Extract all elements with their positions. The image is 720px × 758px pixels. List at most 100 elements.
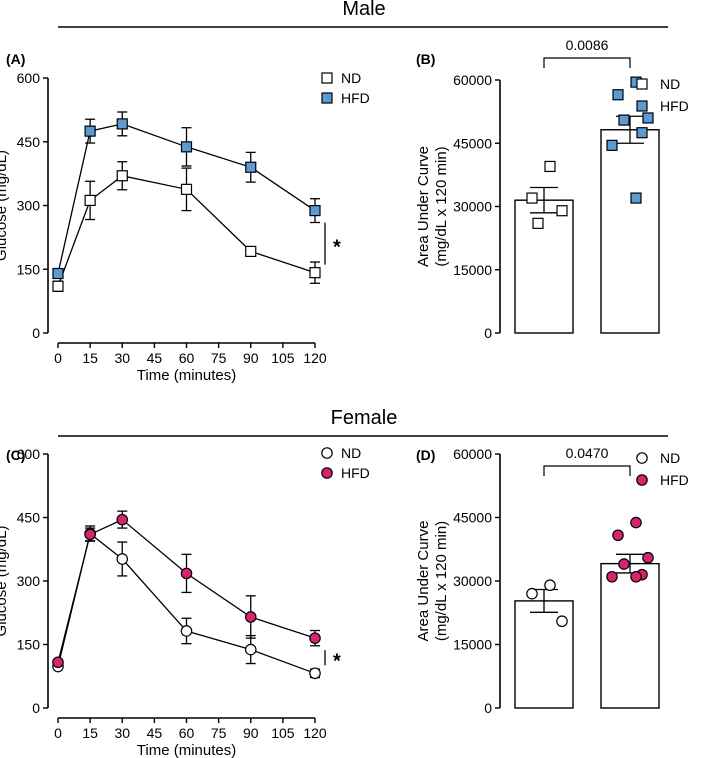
- chart-male-glucose: 0 150 300 450 600 0 15 30 45 60 75 90 105 120 Time (mi…: [0, 70, 370, 384]
- panel-b-y-axis-label: (mg/dL x 120 min): [433, 146, 450, 266]
- panel-b-y-tick-label: 15000: [453, 262, 492, 278]
- panel-a-series-line: [57, 123, 316, 274]
- panel-d-data-point: [642, 551, 654, 564]
- panel-a-y-axis-label: Glucose (mg/dL): [0, 150, 10, 261]
- panel-b-legend-marker: [636, 100, 648, 112]
- panel-a-legend-label: ND: [341, 70, 361, 86]
- panel-label-c: (C): [6, 447, 25, 463]
- panel-b-data-point: [526, 192, 538, 204]
- panel-c-data-point: [309, 632, 321, 644]
- panel-label-b: (B): [416, 51, 435, 67]
- panel-a-data-point: [84, 125, 96, 137]
- panel-b-data-point: [630, 192, 642, 204]
- panel-b-data-point: [642, 112, 654, 124]
- panel-a-x-tick-label: 90: [243, 350, 259, 366]
- panel-a-x-tick-label: 120: [303, 350, 327, 366]
- panel-d-data-point: [556, 615, 568, 628]
- panel-d-pvalue-bracket: [543, 465, 631, 476]
- panel-d-legend-marker: [636, 452, 648, 464]
- panel-c-significance-mark: *: [333, 651, 341, 673]
- panel-a-y-tick-label: 600: [17, 70, 41, 86]
- panel-a-data-point: [52, 280, 64, 292]
- panel-b-y-tick-label: 0: [484, 325, 492, 341]
- panel-c-x-tick-label: 45: [147, 725, 163, 741]
- panel-b-y-tick-label: 60000: [453, 72, 492, 88]
- panel-a-y-tick-label: 450: [17, 134, 41, 150]
- panel-c-legend-label: ND: [341, 445, 361, 461]
- panel-b-bar: [514, 199, 574, 334]
- panel-c-x-tick-label: 15: [82, 725, 98, 741]
- panel-a-x-tick-label: 45: [147, 350, 163, 366]
- panel-b-legend-marker: [636, 78, 648, 90]
- panel-a-legend-marker: [321, 72, 333, 84]
- panel-c-data-point: [244, 611, 257, 623]
- panel-d-y-tick-label: 30000: [453, 573, 492, 589]
- panel-a-x-tick-label: 105: [271, 350, 295, 366]
- panel-c-y-tick-label: 450: [17, 510, 41, 526]
- panel-d-data-point: [612, 529, 624, 542]
- panel-a-series-line: [57, 175, 316, 287]
- panel-a-y-tick-label: 300: [17, 198, 41, 214]
- panel-d-pvalue-label: 0.0470: [566, 445, 609, 461]
- panel-a-significance-mark: *: [333, 237, 341, 259]
- panel-b-data-point: [544, 160, 556, 173]
- panel-c-data-point: [52, 656, 64, 669]
- panel-d-data-point: [630, 516, 642, 529]
- panel-a-data-point: [52, 267, 64, 280]
- panel-b-y-axis-label: Area Under Curve: [415, 146, 432, 267]
- panel-a-x-tick-label: 15: [82, 350, 98, 366]
- panel-d-bar: [600, 562, 660, 709]
- panel-c-x-tick-label: 30: [114, 725, 130, 741]
- panel-c-x-tick-label: 120: [303, 725, 327, 741]
- panel-b-legend-label: ND: [660, 76, 680, 92]
- panel-a-series-nd: [52, 161, 321, 293]
- panel-d-legend-label: ND: [660, 450, 680, 466]
- panel-c-series-hfd: [52, 510, 321, 669]
- panel-c-data-point: [116, 513, 129, 526]
- panel-d-group-nd: [514, 579, 574, 709]
- panel-a-x-tick-label: 30: [114, 350, 130, 366]
- panel-b-y-tick-label: 30000: [453, 199, 492, 215]
- panel-c-x-tick-label: 0: [54, 725, 62, 741]
- panel-d-data-point: [606, 570, 618, 583]
- panel-a-series-hfd: [52, 111, 321, 280]
- panel-b-data-point: [618, 114, 630, 126]
- panel-c-legend-marker: [321, 447, 333, 459]
- panel-d-data-point: [618, 558, 630, 570]
- panel-c-data-point: [309, 667, 321, 680]
- panel-c-y-tick-label: 300: [17, 573, 41, 589]
- section-title-female: Female: [331, 407, 398, 429]
- panel-a-legend-marker: [321, 92, 333, 104]
- panel-b-data-point: [612, 89, 624, 101]
- panel-c-data-point: [180, 567, 193, 580]
- chart-male-auc: 0 15000 30000 45000 60000 Area Under Curve (mg…: [415, 37, 689, 341]
- panel-c-y-axis-label: Glucose (mg/dL): [0, 526, 10, 637]
- chart-female-glucose: 0 150 300 450 600 0 15 30 45 60 75 90 105 120 Time (mi…: [0, 445, 370, 758]
- panel-a-x-tick-label: 60: [179, 350, 195, 366]
- panel-d-group-hfd: [600, 516, 660, 709]
- panel-d-y-tick-label: 15000: [453, 637, 492, 653]
- panel-d-y-tick-label: 60000: [453, 446, 492, 462]
- panel-c-x-axis-label: Time (minutes): [137, 742, 236, 758]
- panel-b-pvalue-bracket: [543, 57, 631, 68]
- panel-label-a: (A): [6, 51, 25, 67]
- panel-d-y-tick-label: 45000: [453, 510, 492, 526]
- panel-c-y-tick-label: 150: [17, 637, 41, 653]
- panel-a-data-point: [180, 183, 193, 195]
- panel-c-x-tick-label: 105: [271, 725, 295, 741]
- panel-a-data-point: [116, 170, 128, 182]
- panel-c-legend-marker: [321, 467, 333, 479]
- panel-b-group-hfd: [600, 76, 660, 334]
- panel-a-data-point: [245, 245, 257, 257]
- panel-b-data-point: [606, 139, 618, 151]
- panel-b-data-point: [556, 205, 568, 217]
- panel-a-x-tick-label: 75: [211, 350, 227, 366]
- panel-c-series-line: [57, 518, 316, 663]
- panel-c-x-tick-label: 60: [179, 725, 195, 741]
- panel-b-bar: [600, 129, 660, 334]
- panel-a-data-point: [84, 194, 96, 206]
- panel-c-series-nd: [52, 525, 321, 680]
- panel-a-y-tick-label: 0: [32, 325, 40, 341]
- panel-d-y-axis-label: (mg/dL x 120 min): [433, 521, 450, 641]
- panel-a-legend-label: HFD: [341, 90, 370, 106]
